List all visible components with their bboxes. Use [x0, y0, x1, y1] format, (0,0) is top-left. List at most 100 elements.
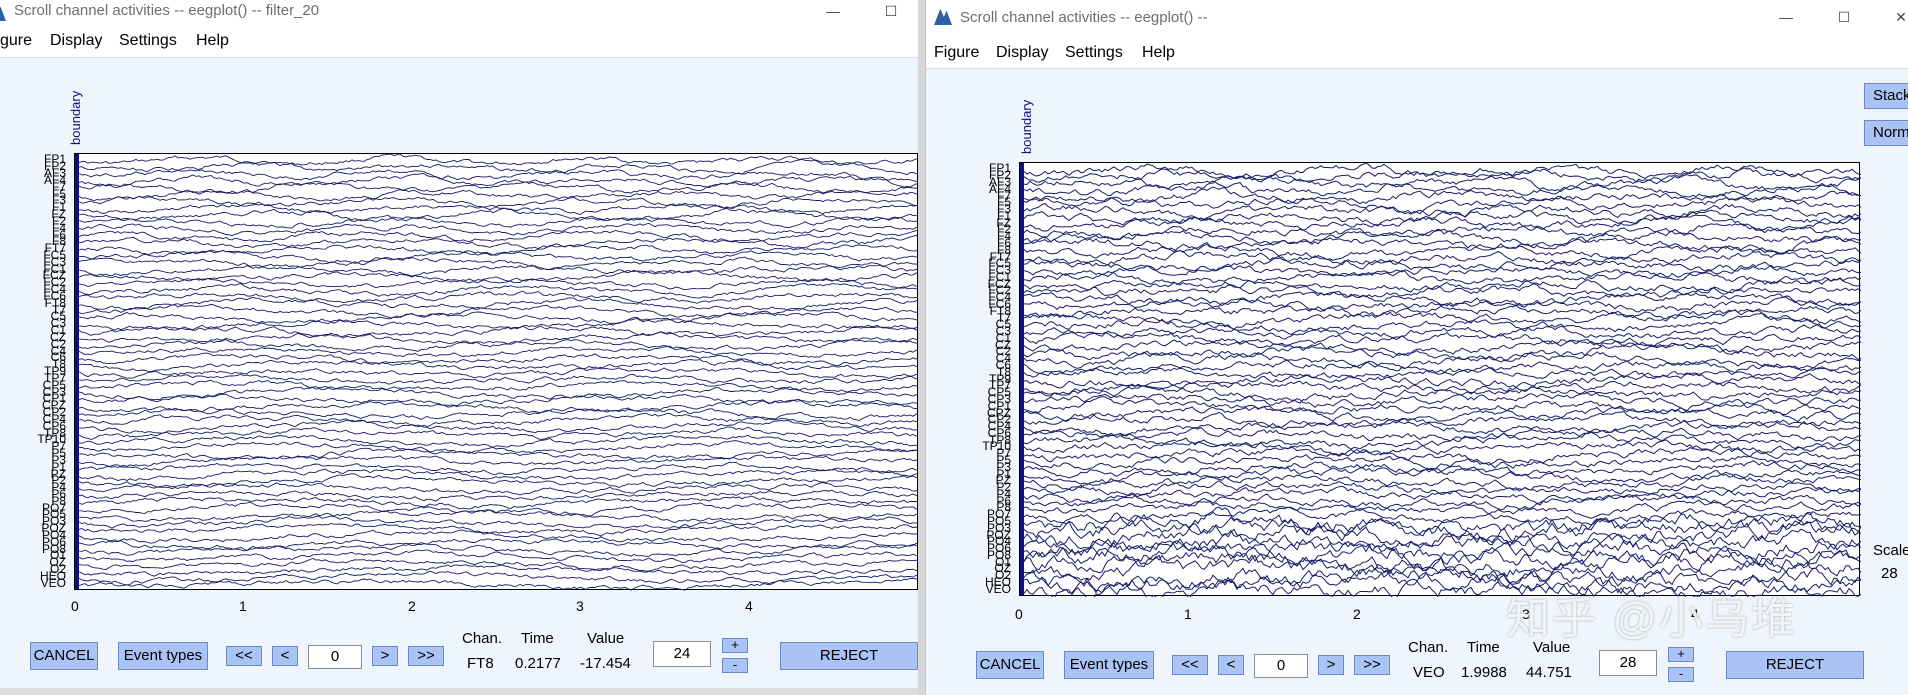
channel-trace [1023, 338, 1861, 357]
reject-button[interactable]: REJECT [1726, 651, 1864, 679]
channel-label: T8 [996, 364, 1011, 379]
channel-label: FC5 [43, 248, 66, 262]
scale-decrease-button[interactable]: - [1668, 667, 1694, 682]
channel-label: T8 [51, 357, 66, 372]
channel-label: CPZ [42, 398, 66, 413]
channel-trace [1023, 214, 1861, 233]
channel-label: CZ [50, 329, 66, 344]
maximize-icon[interactable]: ☐ [884, 3, 898, 19]
menu-figure[interactable]: gure [0, 32, 33, 49]
channel-label: P1 [996, 466, 1011, 481]
scroll-last-button[interactable]: >> [1354, 655, 1390, 675]
menu-settings[interactable]: Settings [1065, 44, 1123, 61]
channel-label: AF3 [43, 166, 66, 181]
channel-trace [78, 330, 918, 345]
menu-display[interactable]: Display [996, 44, 1049, 61]
scale-increase-button[interactable]: + [1668, 647, 1694, 662]
channel-trace [1023, 351, 1861, 372]
channel-trace [78, 543, 918, 557]
scroll-prev-button[interactable]: < [1218, 655, 1244, 675]
channel-label: CZ [995, 337, 1011, 352]
channel-label: CP4 [987, 419, 1011, 434]
menu-figure[interactable]: Figure [934, 44, 980, 61]
channel-trace [1023, 410, 1861, 429]
scroll-prev-button[interactable]: < [272, 646, 298, 666]
position-input[interactable]: 0 [1254, 654, 1308, 678]
channel-label: PO8 [986, 547, 1011, 562]
menu-settings[interactable]: Settings [119, 32, 177, 49]
channel-trace [78, 339, 918, 352]
channel-label: FCZ [42, 268, 66, 283]
x-tick: 3 [1522, 606, 1530, 622]
cancel-button[interactable]: CANCEL [30, 642, 98, 670]
scroll-next-button[interactable]: > [1318, 655, 1344, 675]
menu-display[interactable]: Display [50, 32, 103, 49]
channel-label: F7 [51, 179, 66, 194]
scale-input[interactable]: 24 [653, 641, 711, 667]
channel-trace [1023, 342, 1861, 363]
channel-label: F4 [996, 229, 1011, 244]
channel-trace [1023, 261, 1861, 280]
channel-label: FC5 [988, 256, 1011, 271]
stack-button[interactable]: Stack [1864, 83, 1908, 109]
channel-trace [79, 501, 918, 517]
minimize-icon[interactable]: — [826, 3, 840, 19]
channel-trace [78, 473, 918, 490]
channel-trace [1023, 540, 1861, 571]
maximize-icon[interactable]: ☐ [1837, 9, 1851, 25]
x-tick: 0 [71, 598, 79, 614]
scale-input[interactable]: 28 [1599, 650, 1657, 676]
channel-trace [78, 215, 918, 229]
scroll-first-button[interactable]: << [1172, 655, 1208, 675]
eeg-plot-area[interactable] [1019, 162, 1861, 597]
x-tick: 1 [1184, 606, 1192, 622]
channel-trace [1023, 323, 1861, 340]
channel-trace [78, 222, 918, 237]
channel-trace [78, 489, 918, 502]
scroll-last-button[interactable]: >> [408, 646, 444, 666]
cancel-button[interactable]: CANCEL [976, 651, 1044, 679]
channel-label: P8 [996, 500, 1011, 515]
reject-button[interactable]: REJECT [780, 642, 918, 670]
channel-label: F6 [51, 227, 66, 242]
channel-label: FC4 [43, 282, 66, 297]
scale-increase-button[interactable]: + [722, 638, 748, 653]
event-types-button[interactable]: Event types [1064, 651, 1154, 679]
channel-trace [78, 379, 918, 393]
channel-trace [1023, 570, 1861, 597]
eeg-plot-area[interactable] [74, 153, 918, 591]
channel-label: FP1 [43, 152, 66, 167]
event-types-button[interactable]: Event types [118, 642, 208, 670]
channel-label: F2 [996, 222, 1011, 237]
channel-trace [1023, 431, 1861, 450]
close-icon[interactable]: ✕ [1895, 9, 1907, 25]
channel-trace [1023, 453, 1861, 471]
channel-label: C6 [50, 350, 66, 365]
position-input[interactable]: 0 [308, 645, 362, 669]
x-tick: 1 [239, 598, 247, 614]
menu-help[interactable]: Help [196, 32, 229, 49]
channel-label: F7 [996, 188, 1011, 203]
scroll-first-button[interactable]: << [226, 646, 262, 666]
channel-trace [78, 256, 918, 271]
channel-trace [78, 393, 918, 407]
channel-label: CP3 [987, 391, 1011, 406]
channel-label: F8 [51, 234, 66, 249]
channel-label: P6 [996, 493, 1011, 508]
channel-label: C1 [50, 323, 66, 338]
channel-label: F6 [996, 235, 1011, 250]
channel-label: TP9 [43, 364, 66, 379]
norm-button[interactable]: Norm [1864, 120, 1908, 146]
scale-decrease-button[interactable]: - [722, 658, 748, 673]
channel-trace [1023, 331, 1861, 347]
menu-bar: Figure Display Settings Help [926, 36, 1908, 69]
channel-label: P2 [51, 473, 66, 488]
channel-label: HEO [984, 575, 1011, 590]
channel-trace [78, 195, 918, 210]
menu-help[interactable]: Help [1142, 44, 1175, 61]
boundary-event-label: boundary [68, 90, 83, 145]
watermark: 知乎 @小乌堆 [1506, 594, 1797, 643]
minimize-icon[interactable]: — [1779, 9, 1793, 25]
scroll-next-button[interactable]: > [372, 646, 398, 666]
channel-label: CP6 [42, 418, 66, 433]
